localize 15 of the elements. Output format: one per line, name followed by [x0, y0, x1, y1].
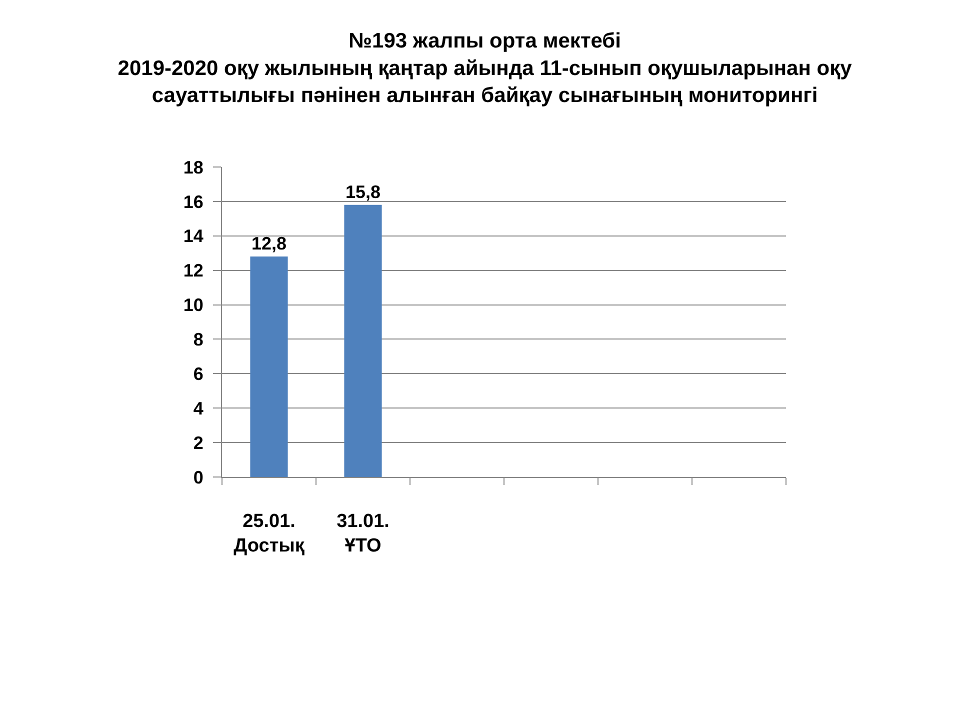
x-tick-label: 25.01. Достық	[234, 510, 305, 556]
y-tick-label: 4	[193, 398, 204, 418]
y-tick-label: 12	[183, 260, 204, 281]
y-tick-label: 0	[193, 467, 204, 488]
chart-title: №193 жалпы орта мектебі 2019-2020 оқу жылының қаңтар айында 11-сынып оқушыларынан оқу сауаттылығы пәнінен алынған байқау сынағының мониторингі	[118, 30, 852, 108]
y-tick-label: 2	[193, 432, 204, 453]
y-tick-label: 16	[183, 192, 204, 212]
y-tick-label: 14	[183, 226, 204, 246]
y-tick-label: 8	[193, 330, 204, 350]
y-tick-label: 10	[183, 295, 204, 316]
y-tick-label: 18	[183, 157, 204, 178]
data-label: 12,8	[251, 234, 287, 254]
x-tick-label: 31.01. ҰТО	[336, 510, 390, 556]
y-tick-label: 6	[193, 364, 204, 384]
data-label: 15,8	[345, 182, 381, 202]
